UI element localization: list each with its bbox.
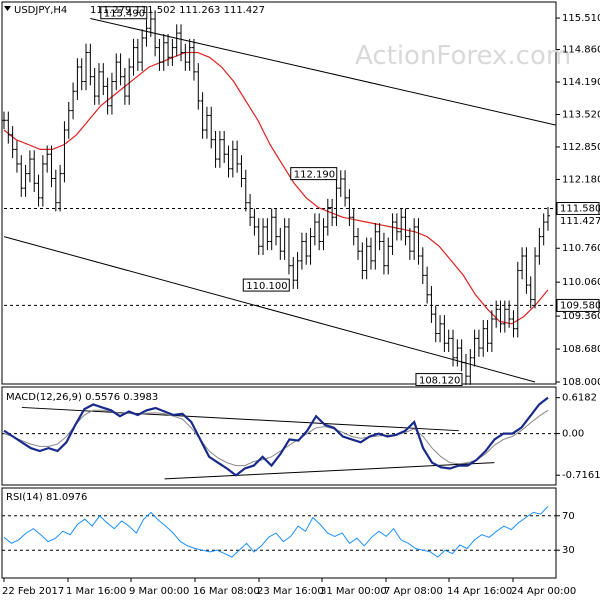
macd-panel — [1, 386, 557, 486]
rsi-label: RSI(14) 81.0976 — [6, 492, 87, 503]
price-ytick-label: 110.760 — [562, 243, 600, 254]
macd-ytick-label: 0.6182 — [562, 393, 597, 404]
price-ytick-label: 114.190 — [562, 77, 600, 88]
macd-trend-line-upper — [21, 406, 459, 432]
annotation-box — [100, 6, 148, 20]
symbol-timeframe: USDJPY,H4 — [14, 5, 67, 16]
macd-line — [3, 396, 549, 477]
price-ytick-label: 112.180 — [562, 174, 600, 185]
level-label-box — [556, 298, 600, 312]
xtick-label: 16 Mar 08:00 — [193, 586, 260, 597]
annotation-box — [242, 278, 290, 292]
price-panel — [1, 1, 557, 385]
price-ytick-label: 110.060 — [562, 277, 600, 288]
xtick-label: 23 Mar 16:00 — [257, 586, 324, 597]
watermark: ActionForex.com — [355, 41, 571, 71]
rsi-ytick-label: 70 — [562, 511, 575, 522]
annotation-label: 112.190 — [294, 170, 335, 181]
rsi-ytick-label: 30 — [562, 545, 575, 556]
macd-signal-line — [3, 409, 549, 467]
price-ytick-label: 108.680 — [562, 344, 600, 355]
price-ytick-label: 114.860 — [562, 45, 600, 56]
triangle-down-icon — [4, 6, 11, 11]
xtick-label: 1 Mar 16:00 — [66, 586, 126, 597]
macd-label: MACD(12,26,9) 0.5576 0.3983 — [6, 392, 158, 403]
price-ytick-label: 115.510 — [562, 13, 600, 24]
macd-ytick-label: 0.00 — [562, 429, 584, 440]
channel-lower-line — [3, 236, 536, 383]
xtick-label: 7 Apr 08:00 — [384, 586, 443, 597]
level-label-box — [556, 202, 600, 216]
level-label: 109.580 — [560, 300, 600, 311]
annotation-box — [290, 167, 338, 181]
xtick-label: 24 Apr 00:00 — [511, 586, 576, 597]
macd-ytick-label: -0.7161 — [562, 470, 600, 481]
xtick-label: 22 Feb 2017 — [2, 586, 64, 597]
rsi-panel — [1, 487, 557, 579]
price-ytick-label: 108.000 — [562, 377, 600, 388]
last-price-label: 111.427 — [560, 216, 600, 227]
rsi-line — [3, 505, 549, 558]
annotation-label: 115.490 — [104, 9, 145, 20]
annotation-box — [415, 373, 463, 387]
annotation-label: 110.100 — [246, 281, 287, 292]
xtick-label: 9 Mar 00:00 — [129, 586, 189, 597]
price-ytick-label: 112.850 — [562, 142, 600, 153]
xtick-label: 31 Mar 00:00 — [320, 586, 387, 597]
xtick-label: 14 Apr 16:00 — [447, 586, 512, 597]
moving-average-line — [3, 51, 549, 325]
price-ytick-label: 109.360 — [562, 311, 600, 322]
ohlc-values: 111.279 111.502 111.263 111.427 — [90, 5, 265, 16]
level-label: 111.580 — [560, 204, 600, 215]
annotation-label: 108.120 — [419, 376, 460, 387]
price-ytick-label: 113.520 — [562, 109, 600, 120]
chart-header: USDJPY,H4 111.279 111.502 111.263 111.42… — [4, 5, 265, 16]
last-price-box — [557, 214, 599, 226]
